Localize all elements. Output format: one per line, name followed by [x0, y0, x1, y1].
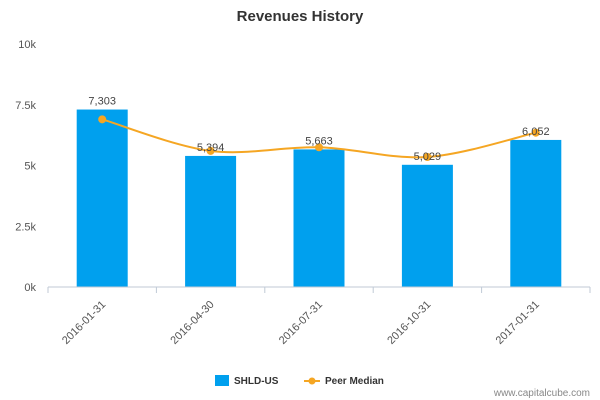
data-label: 5,663	[305, 135, 333, 147]
bar	[76, 109, 128, 287]
peer-median-series	[98, 115, 540, 161]
credit-text: www.capitalcube.com	[493, 388, 590, 399]
x-tick-label: 2016-07-31	[277, 299, 325, 347]
x-tick-label: 2016-01-31	[60, 299, 108, 347]
bar-series	[76, 109, 562, 287]
peer-median-point	[531, 128, 540, 137]
bar	[401, 164, 453, 287]
bar	[293, 149, 345, 287]
legend-marker-peer	[308, 377, 316, 385]
data-labels: 7,303 5,394 5,663 5,029 6,052	[88, 96, 549, 163]
legend-label-peer: Peer Median	[325, 376, 384, 387]
x-tick-label: 2016-04-30	[168, 299, 216, 347]
y-tick-label: 2.5k	[15, 221, 36, 233]
x-tick-label: 2017-01-31	[494, 299, 542, 347]
peer-median-point	[423, 152, 432, 161]
x-axis: 2016-01-31 2016-04-30 2016-07-31 2016-10-31…	[47, 287, 591, 347]
y-axis: 0k 2.5k 5k 7.5k 10k	[15, 39, 36, 294]
y-tick-label: 0k	[24, 282, 36, 294]
data-label: 6,052	[522, 126, 550, 138]
chart-title: Revenues History	[237, 8, 364, 25]
legend-label-shld: SHLD-US	[234, 376, 279, 387]
data-label: 5,029	[414, 151, 442, 163]
bar	[510, 139, 562, 287]
peer-median-point	[206, 146, 215, 155]
data-label: 5,394	[197, 142, 225, 154]
y-tick-label: 5k	[24, 161, 36, 173]
legend-swatch-shld	[215, 375, 229, 386]
y-tick-label: 10k	[18, 39, 36, 51]
data-label: 7,303	[88, 96, 116, 108]
y-tick-label: 7.5k	[15, 100, 36, 112]
peer-median-point	[315, 143, 323, 152]
peer-median-point	[98, 115, 107, 124]
x-tick-label: 2016-10-31	[385, 299, 433, 347]
bar	[185, 155, 237, 287]
legend: SHLD-US Peer Median	[215, 375, 384, 387]
